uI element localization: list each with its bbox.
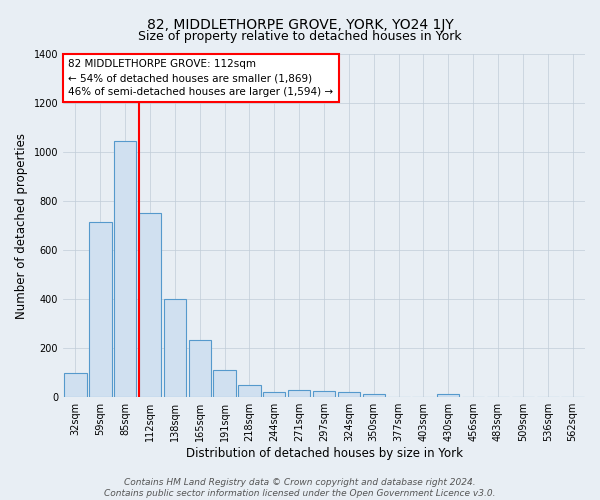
Text: Contains HM Land Registry data © Crown copyright and database right 2024.
Contai: Contains HM Land Registry data © Crown c… xyxy=(104,478,496,498)
Text: Size of property relative to detached houses in York: Size of property relative to detached ho… xyxy=(138,30,462,43)
X-axis label: Distribution of detached houses by size in York: Distribution of detached houses by size … xyxy=(185,447,463,460)
Bar xyxy=(64,372,86,397)
Bar xyxy=(214,370,236,397)
Y-axis label: Number of detached properties: Number of detached properties xyxy=(15,132,28,318)
Bar xyxy=(114,141,136,397)
Bar xyxy=(89,222,112,397)
Bar xyxy=(338,392,360,397)
Bar xyxy=(164,299,186,397)
Bar xyxy=(288,390,310,397)
Text: 82 MIDDLETHORPE GROVE: 112sqm
← 54% of detached houses are smaller (1,869)
46% o: 82 MIDDLETHORPE GROVE: 112sqm ← 54% of d… xyxy=(68,59,334,97)
Bar xyxy=(263,392,286,397)
Bar xyxy=(188,340,211,397)
Bar xyxy=(238,385,260,397)
Text: 82, MIDDLETHORPE GROVE, YORK, YO24 1JY: 82, MIDDLETHORPE GROVE, YORK, YO24 1JY xyxy=(146,18,454,32)
Bar xyxy=(437,394,460,397)
Bar xyxy=(313,390,335,397)
Bar xyxy=(139,214,161,397)
Bar xyxy=(362,394,385,397)
